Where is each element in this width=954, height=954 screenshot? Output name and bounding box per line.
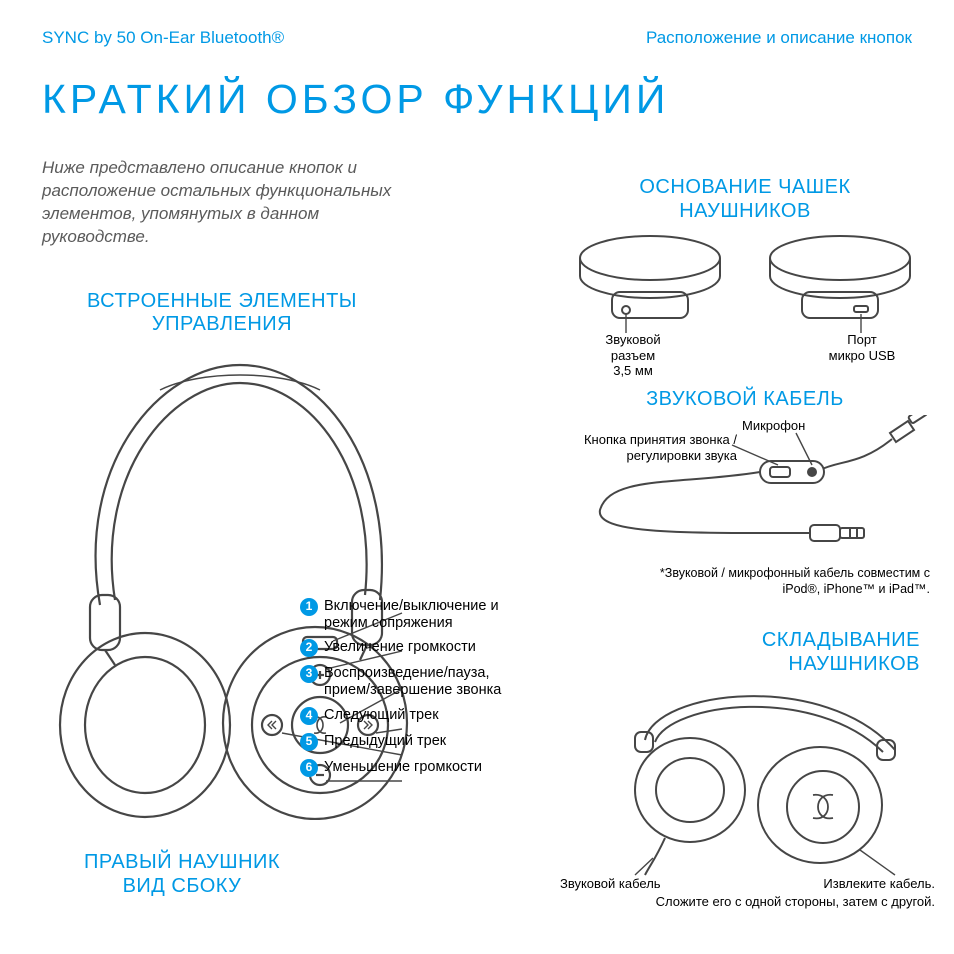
jack-l1: Звуковой bbox=[588, 332, 678, 348]
header-row: SYNC by 50 On-Ear Bluetooth® Расположени… bbox=[0, 0, 954, 48]
section-title-controls: ВСТРОЕННЫЕ ЭЛЕМЕНТЫ УПРАВЛЕНИЯ bbox=[42, 290, 402, 336]
note-l2: iPod®, iPhone™ и iPad™. bbox=[560, 581, 930, 597]
base-title-l2: НАУШНИКОВ bbox=[560, 199, 930, 223]
badge-4: 4 bbox=[300, 707, 318, 725]
cable-note: *Звуковой / микрофонный кабель совместим… bbox=[560, 565, 930, 598]
header-right: Расположение и описание кнопок bbox=[646, 28, 912, 48]
button-l2: регулировки звука bbox=[562, 448, 737, 464]
jack-l3: 3,5 мм bbox=[588, 363, 678, 379]
badge-5: 5 bbox=[300, 733, 318, 751]
badge-3: 3 bbox=[300, 665, 318, 683]
controls-list: 1 Включение/выключение и режим сопряжени… bbox=[300, 598, 540, 785]
section-title-cable: ЗВУКОВОЙ КАБЕЛЬ bbox=[560, 388, 930, 411]
badge-2: 2 bbox=[300, 639, 318, 657]
usb-label: Порт микро USB bbox=[812, 332, 912, 363]
fold-right-l2: Сложите его с одной стороны, затем с дру… bbox=[656, 894, 935, 909]
control-text: Следующий трек bbox=[324, 707, 439, 724]
control-item: 6 Уменьшение громкости bbox=[300, 759, 540, 777]
control-text: Воспроизведение/пауза, прием/завершение … bbox=[324, 665, 529, 698]
control-item: 1 Включение/выключение и режим сопряжени… bbox=[300, 598, 540, 631]
controls-title-text: ВСТРОЕННЫЕ ЭЛЕМЕНТЫ УПРАВЛЕНИЯ bbox=[87, 290, 357, 335]
page-title: КРАТКИЙ ОБЗОР ФУНКЦИЙ bbox=[0, 48, 954, 123]
usb-l2: микро USB bbox=[812, 348, 912, 364]
side-title-l2: ВИД СБОКУ bbox=[42, 874, 322, 898]
mic-label: Микрофон bbox=[742, 418, 805, 433]
jack-label: Звуковой разъем 3,5 мм bbox=[588, 332, 678, 379]
section-title-side: ПРАВЫЙ НАУШНИК ВИД СБОКУ bbox=[42, 850, 322, 898]
header-left: SYNC by 50 On-Ear Bluetooth® bbox=[42, 28, 284, 48]
badge-1: 1 bbox=[300, 598, 318, 616]
section-title-fold: СКЛАДЫВАНИЕ НАУШНИКОВ bbox=[600, 628, 920, 676]
fold-title-l1: СКЛАДЫВАНИЕ bbox=[600, 628, 920, 652]
control-item: 4 Следующий трек bbox=[300, 707, 540, 725]
fold-right-label: Извлеките кабель. bbox=[720, 876, 935, 892]
control-item: 5 Предыдущий трек bbox=[300, 733, 540, 751]
fold-title-l2: НАУШНИКОВ bbox=[600, 652, 920, 676]
intro-text: Ниже представлено описание кнопок и расп… bbox=[0, 123, 430, 249]
badge-6: 6 bbox=[300, 759, 318, 777]
control-item: 2 Увеличение громкости bbox=[300, 639, 540, 657]
usb-l1: Порт bbox=[812, 332, 912, 348]
control-text: Включение/выключение и режим сопряжения bbox=[324, 598, 529, 631]
button-l1: Кнопка принятия звонка / bbox=[562, 432, 737, 448]
base-title-l1: ОСНОВАНИЕ ЧАШЕК bbox=[560, 175, 930, 199]
fold-diagram bbox=[595, 680, 935, 880]
button-label: Кнопка принятия звонка / регулировки зву… bbox=[562, 432, 737, 463]
jack-l2: разъем bbox=[588, 348, 678, 364]
side-title-l1: ПРАВЫЙ НАУШНИК bbox=[42, 850, 322, 874]
section-title-base: ОСНОВАНИЕ ЧАШЕК НАУШНИКОВ bbox=[560, 175, 930, 223]
control-text: Уменьшение громкости bbox=[324, 759, 482, 776]
fold-left-label: Звуковой кабель bbox=[560, 876, 690, 892]
control-text: Предыдущий трек bbox=[324, 733, 446, 750]
control-item: 3 Воспроизведение/пауза, прием/завершени… bbox=[300, 665, 540, 698]
earcup-base-diagram bbox=[560, 228, 930, 348]
note-l1: *Звуковой / микрофонный кабель совместим… bbox=[560, 565, 930, 581]
fold-right-l1: Извлеките кабель. bbox=[720, 876, 935, 892]
fold-right-l2-wrap: Сложите его с одной стороны, затем с дру… bbox=[560, 894, 935, 910]
control-text: Увеличение громкости bbox=[324, 639, 476, 656]
